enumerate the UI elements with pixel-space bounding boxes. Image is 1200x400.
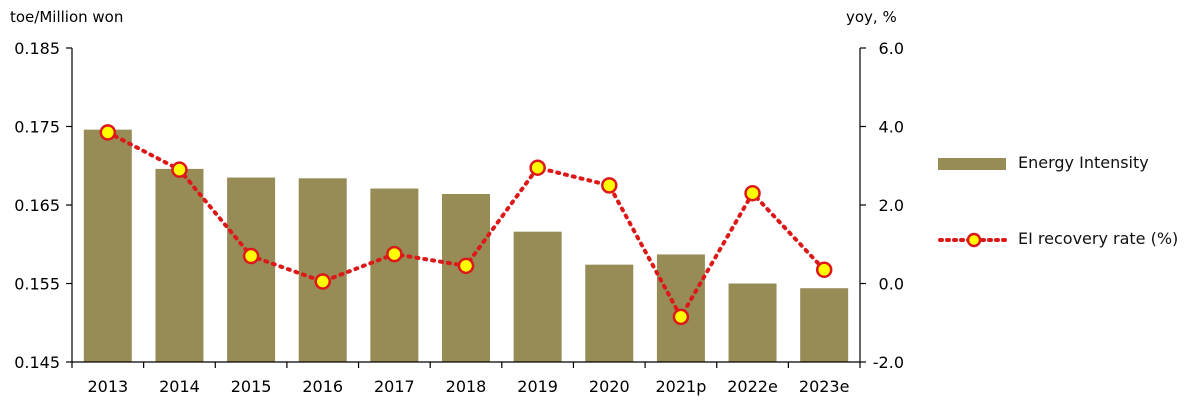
labels-layer: 0.145 0.155 0.165 0.175 0.185 -2.0 0.0 2.0 4.0 6.…: [14, 39, 904, 396]
right-axis-unit-label: yoy, %: [846, 8, 897, 26]
point-2018: [457, 257, 475, 275]
axes-layer: [66, 47, 866, 368]
x-tick-label: 2018: [446, 377, 487, 396]
legend-label-energy-intensity: Energy Intensity: [1018, 153, 1149, 172]
right-tick-label: -2.0: [873, 353, 904, 372]
right-tick-label: 2.0: [879, 196, 904, 215]
point-2013: [99, 124, 117, 141]
bar-2020: [585, 264, 634, 362]
line-layer: [99, 124, 833, 326]
point-2019: [529, 159, 546, 176]
x-tick-label: 2021p: [655, 377, 706, 396]
point-2016: [314, 273, 331, 290]
legend-line-swatch: [938, 232, 1010, 248]
x-tick-label: 2022e: [727, 377, 778, 396]
bar-2017: [370, 188, 419, 362]
left-axis-unit-label: toe/Million won: [10, 8, 124, 26]
right-tick-label: 4.0: [879, 118, 904, 137]
left-tick-label: 0.155: [14, 275, 60, 294]
bar-2016: [298, 178, 347, 362]
point-2023e: [815, 261, 833, 279]
x-tick-label: 2019: [517, 377, 558, 396]
right-tick-label: 0.0: [879, 275, 904, 294]
point-2021p: [672, 308, 690, 326]
bar-2015: [227, 177, 276, 362]
point-2014: [171, 161, 188, 178]
bar-2018: [442, 194, 490, 362]
point-2020: [601, 177, 618, 194]
left-tick-label: 0.175: [14, 118, 60, 137]
point-2015: [242, 247, 260, 265]
legend-label-ei-recovery-rate: EI recovery rate (%): [1018, 229, 1179, 248]
left-tick-label: 0.165: [14, 196, 60, 215]
point-2022e: [744, 184, 761, 202]
legend-bar-swatch: [938, 158, 1006, 170]
left-tick-label: 0.145: [14, 353, 60, 372]
bar-2022e: [728, 283, 777, 362]
point-2017: [386, 245, 403, 263]
x-tick-label: 2014: [159, 377, 200, 396]
right-tick-label: 6.0: [879, 39, 904, 58]
x-tick-label: 2023e: [799, 377, 850, 396]
x-tick-label: 2017: [374, 377, 415, 396]
left-tick-label: 0.185: [14, 39, 60, 58]
bar-2023e: [800, 288, 849, 362]
x-tick-label: 2013: [87, 377, 128, 396]
bar-2014: [155, 168, 204, 362]
x-tick-label: 2020: [589, 377, 630, 396]
bars-layer: [83, 129, 849, 362]
x-tick-label: 2016: [302, 377, 343, 396]
bar-2013: [83, 129, 132, 362]
bar-2019: [513, 231, 562, 362]
bar-2021p: [656, 254, 705, 362]
x-tick-label: 2015: [231, 377, 272, 396]
